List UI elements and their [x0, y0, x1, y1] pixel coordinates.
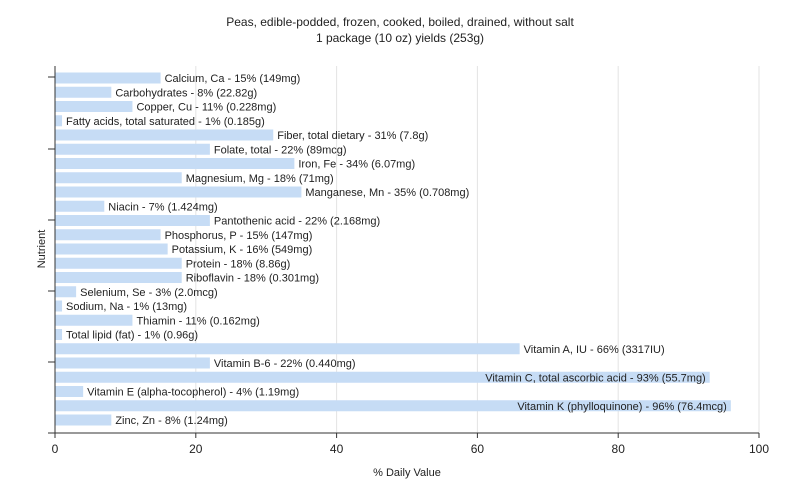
bar-label: Carbohydrates - 8% (22.82g): [115, 87, 257, 99]
bar-label: Pantothenic acid - 22% (2.168mg): [214, 216, 380, 228]
bar-label: Potassium, K - 16% (549mg): [172, 244, 313, 256]
bar-label: Phosphorus, P - 15% (147mg): [165, 230, 313, 242]
bar: [55, 386, 84, 397]
bar-label: Vitamin C, total ascorbic acid - 93% (55…: [485, 372, 706, 384]
bar: [55, 158, 295, 169]
bar: [55, 215, 210, 226]
bar-label: Fatty acids, total saturated - 1% (0.185…: [66, 116, 265, 128]
chart-subtitle: 1 package (10 oz) yields (253g): [315, 31, 485, 45]
bar-label: Vitamin A, IU - 66% (3317IU): [524, 344, 665, 356]
bar: [55, 357, 210, 369]
bar: [55, 186, 302, 198]
bar-label: Manganese, Mn - 35% (0.708mg): [305, 187, 469, 199]
bar: [55, 300, 63, 312]
x-tick-label: 40: [330, 442, 344, 456]
bar: [55, 172, 182, 184]
bar-label: Iron, Fe - 34% (6.07mg): [298, 159, 415, 171]
bar: [55, 86, 112, 98]
bar-label: Calcium, Ca - 15% (149mg): [165, 73, 301, 85]
bar: [55, 314, 133, 326]
x-tick-label: 20: [189, 442, 203, 456]
bar: [55, 129, 274, 141]
bar: [55, 272, 182, 283]
bar-label: Riboflavin - 18% (0.301mg): [186, 273, 319, 285]
bar: [55, 229, 161, 241]
bar: [55, 414, 112, 426]
x-tick-label: 0: [52, 442, 59, 456]
bar: [55, 329, 63, 340]
bar: [55, 257, 182, 269]
y-axis-title: Nutrient: [36, 230, 48, 269]
bar-label: Total lipid (fat) - 1% (0.96g): [66, 330, 198, 342]
bar-label: Copper, Cu - 11% (0.228mg): [136, 102, 276, 114]
chart-title: Peas, edible-podded, frozen, cooked, boi…: [226, 15, 574, 29]
bar: [55, 400, 731, 412]
bar: [55, 115, 63, 127]
bar-label: Magnesium, Mg - 18% (71mg): [186, 173, 334, 185]
bar-label: Selenium, Se - 3% (2.0mcg): [80, 287, 218, 299]
bar-label: Protein - 18% (8.86g): [186, 258, 291, 270]
bar: [55, 243, 168, 255]
bar-label: Vitamin E (alpha-tocopherol) - 4% (1.19m…: [87, 387, 299, 399]
bar-label: Thiamin - 11% (0.162mg): [136, 315, 259, 327]
x-tick-label: 100: [749, 442, 769, 456]
bar: [55, 143, 210, 155]
bar: [55, 286, 77, 298]
bar-label: Niacin - 7% (1.424mg): [108, 201, 217, 213]
bar: [55, 101, 133, 112]
bar: [55, 72, 161, 84]
bar-label: Folate, total - 22% (89mcg): [214, 144, 347, 156]
bar-label: Zinc, Zn - 8% (1.24mg): [115, 415, 227, 427]
x-tick-label: 60: [471, 442, 485, 456]
bar: [55, 200, 105, 212]
x-axis-title: % Daily Value: [373, 467, 441, 479]
bar: [55, 343, 520, 355]
bar-label: Sodium, Na - 1% (13mg): [66, 301, 187, 313]
bar: [55, 371, 710, 383]
bar-label: Fiber, total dietary - 31% (7.8g): [277, 130, 428, 142]
bar-label: Vitamin K (phylloquinone) - 96% (76.4mcg…: [517, 401, 727, 413]
bar-label: Vitamin B-6 - 22% (0.440mg): [214, 358, 356, 370]
x-tick-label: 80: [612, 442, 626, 456]
